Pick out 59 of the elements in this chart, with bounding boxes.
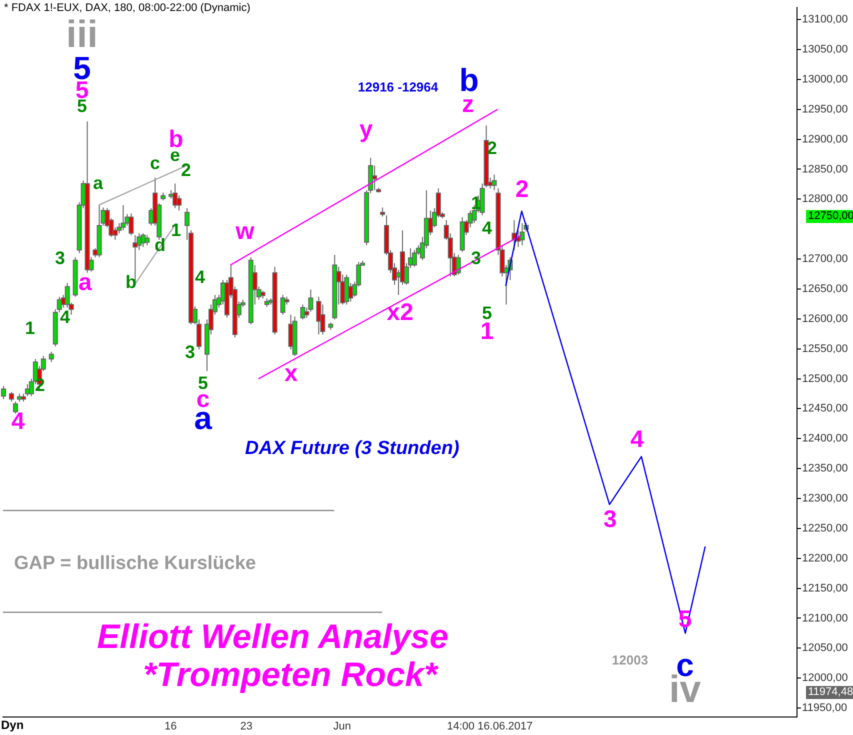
y-tick-label: 12500,00 (802, 372, 848, 385)
chart-title: * FDAX 1!-EUX, DAX, 180, 08:00-22:00 (Dynamic) (4, 2, 250, 14)
text: Dyn (1, 718, 24, 732)
x-tick-label: 23 (240, 720, 253, 733)
y-tick-label: 12350,00 (802, 462, 848, 475)
y-tick-label: 12050,00 (802, 642, 848, 654)
y-tick-label: 12000,00 (802, 672, 848, 684)
y-tick-label: 12550,00 (802, 342, 848, 355)
annotation: 12916 -12964 (358, 80, 438, 94)
x-tick-label: 14:00 16.06.2017 (446, 720, 533, 733)
annotation: iii (66, 14, 98, 56)
annotation: 12003 (612, 652, 648, 668)
y-tick-label: 12600,00 (802, 312, 848, 325)
annotation: 4 (11, 408, 25, 435)
y-tick-label: 12300,00 (802, 492, 848, 505)
annotation: 2 (515, 176, 529, 203)
text: DAX Future (3 Stunden) (245, 438, 460, 459)
y-tick-label: 12700,00 (802, 253, 848, 266)
annotation: Elliott Wellen Analyse (97, 618, 448, 656)
x-tick-label: 16 (164, 720, 177, 733)
annotation: 1 (470, 193, 482, 213)
y-tick-label: 12450,00 (802, 402, 848, 415)
annotation: d (154, 235, 166, 255)
annotation: 3 (54, 248, 66, 268)
y-tick-label: 12800,00 (802, 193, 848, 206)
annotation: 3 (603, 506, 617, 533)
y-tick-label: 12900,00 (802, 133, 848, 146)
annotation: *Trompeten Rock* (143, 656, 438, 694)
annotation: 4 (482, 218, 492, 238)
y-tick-label: 11950,00 (802, 702, 848, 714)
y-tick-label: 12950,00 (802, 103, 848, 116)
annotation: a (92, 173, 104, 193)
annotation: x2 (386, 299, 414, 326)
y-tick-label: 13100,00 (802, 14, 848, 26)
annotation: 4 (630, 426, 644, 453)
y-tick-label: 12850,00 (802, 163, 848, 176)
y-tick-label: 13050,00 (802, 44, 848, 56)
x-tick-label: Jun (333, 720, 352, 733)
annotation: b (126, 272, 136, 292)
y-tick-label: 12250,00 (802, 522, 848, 534)
annotation: y (359, 116, 373, 143)
y-tick-label: 12400,00 (802, 432, 848, 445)
annotation: c (150, 153, 160, 173)
y-tick-label: 12150,00 (802, 582, 848, 594)
annotation: GAP = bullische Kurslücke (14, 553, 256, 574)
annotation: 4 (60, 307, 70, 327)
annotation: 4 (194, 267, 206, 287)
y-tick-label: 12200,00 (802, 552, 848, 564)
annotation: 1 (170, 220, 182, 240)
y-tick-label: 12650,00 (802, 282, 848, 295)
annotation: w (236, 218, 254, 245)
y-tick-label: 12100,00 (802, 612, 848, 624)
annotation: x (284, 360, 298, 387)
text: 11974,48 (806, 686, 853, 699)
y-tick-label: 13000,00 (802, 73, 848, 86)
annotation: 1 (24, 318, 36, 338)
annotation: 3 (184, 342, 196, 362)
annotation: a (78, 269, 92, 296)
annotation: 2 (180, 160, 192, 180)
